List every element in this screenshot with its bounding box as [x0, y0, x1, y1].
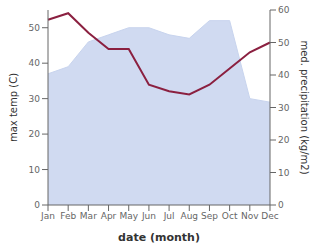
svg-text:10: 10 — [29, 165, 41, 175]
svg-text:Sep: Sep — [201, 211, 218, 221]
svg-text:Dec: Dec — [261, 211, 278, 221]
svg-text:Jul: Jul — [163, 211, 175, 221]
svg-text:Apr: Apr — [101, 211, 117, 221]
svg-text:30: 30 — [278, 103, 290, 113]
svg-text:Jun: Jun — [141, 211, 156, 221]
svg-text:date (month): date (month) — [118, 231, 200, 244]
svg-text:Nov: Nov — [241, 211, 259, 221]
svg-text:0: 0 — [34, 200, 40, 210]
svg-text:May: May — [119, 211, 138, 221]
svg-text:30: 30 — [29, 94, 41, 104]
svg-text:max temp (C): max temp (C) — [8, 73, 19, 142]
svg-text:Aug: Aug — [180, 211, 198, 221]
svg-text:Mar: Mar — [80, 211, 97, 221]
svg-text:50: 50 — [278, 38, 290, 48]
svg-text:Feb: Feb — [60, 211, 76, 221]
svg-text:40: 40 — [278, 70, 290, 80]
svg-text:60: 60 — [278, 5, 290, 15]
svg-text:0: 0 — [278, 200, 284, 210]
svg-text:40: 40 — [29, 58, 41, 68]
svg-text:med. precipitation (kg/m2): med. precipitation (kg/m2) — [299, 40, 310, 174]
svg-text:50: 50 — [29, 23, 41, 33]
svg-text:Oct: Oct — [222, 211, 238, 221]
svg-text:20: 20 — [278, 135, 290, 145]
svg-text:10: 10 — [278, 168, 290, 178]
svg-text:Jan: Jan — [40, 211, 55, 221]
svg-text:20: 20 — [29, 129, 41, 139]
